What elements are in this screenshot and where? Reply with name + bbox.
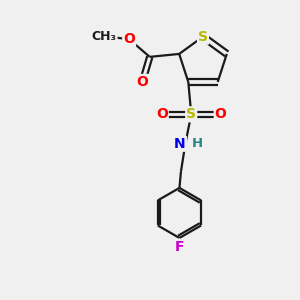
Text: O: O: [123, 32, 135, 46]
Text: O: O: [136, 75, 148, 89]
Text: F: F: [175, 240, 184, 254]
Text: S: S: [186, 107, 196, 121]
Text: O: O: [156, 107, 168, 121]
Text: S: S: [198, 30, 208, 44]
Text: CH₃: CH₃: [92, 30, 117, 43]
Text: N: N: [174, 137, 186, 151]
Text: O: O: [215, 107, 226, 121]
Text: H: H: [192, 137, 203, 150]
